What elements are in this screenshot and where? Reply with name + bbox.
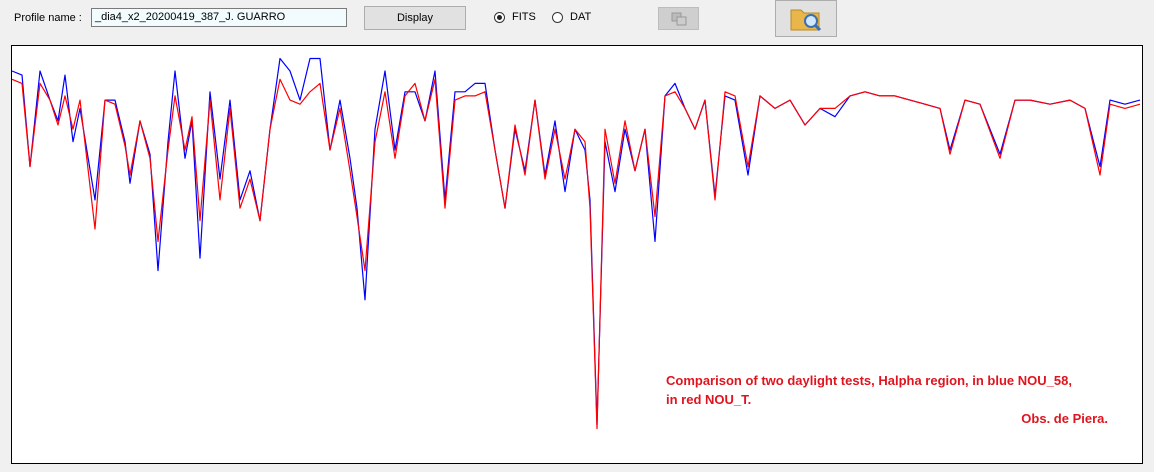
annotation: in red NOU_T. xyxy=(666,392,751,407)
radio-label[interactable]: DAT xyxy=(570,11,592,23)
radio-dat[interactable] xyxy=(552,12,563,23)
annotation: Comparison of two daylight tests, Halpha… xyxy=(666,373,1072,388)
spectrum-line xyxy=(11,78,1141,430)
radio-fits[interactable] xyxy=(494,12,505,23)
radio-label[interactable]: FITS xyxy=(512,11,536,23)
profile-input[interactable]: _dia4_x2_20200419_387_J. GUARRO xyxy=(91,8,347,27)
open-button[interactable] xyxy=(775,0,837,37)
folder-icon xyxy=(790,9,822,32)
radio-dot xyxy=(497,15,502,20)
copy-icon xyxy=(671,12,686,26)
plot-frame xyxy=(11,45,1143,464)
annotation: Obs. de Piera. xyxy=(1021,411,1108,426)
display-button[interactable]: Display xyxy=(364,6,466,30)
copy-button[interactable] xyxy=(658,7,699,30)
profile-label: Profile name : xyxy=(14,12,82,24)
